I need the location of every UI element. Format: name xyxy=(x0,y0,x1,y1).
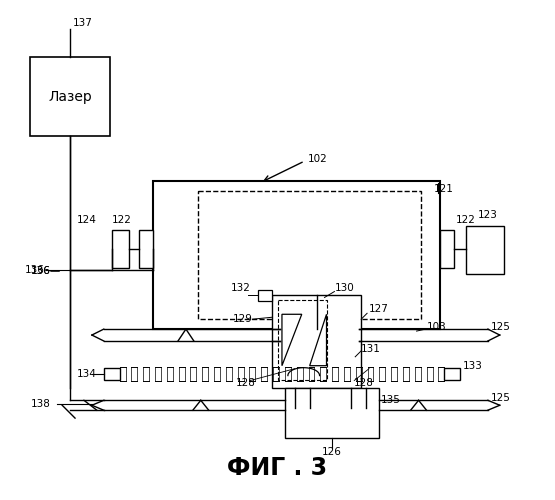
Text: 137: 137 xyxy=(73,18,93,28)
Bar xyxy=(272,294,361,388)
Text: ФИГ . 3: ФИГ . 3 xyxy=(227,456,327,479)
Text: 124: 124 xyxy=(77,216,97,226)
Text: 128: 128 xyxy=(235,378,255,388)
Bar xyxy=(445,368,460,380)
Bar xyxy=(278,300,327,380)
Bar xyxy=(440,230,454,268)
Text: 129: 129 xyxy=(233,314,253,324)
Text: 127: 127 xyxy=(369,304,389,314)
Text: 130: 130 xyxy=(335,282,354,292)
Text: 125: 125 xyxy=(491,394,511,404)
Text: Лазер: Лазер xyxy=(48,90,92,104)
Bar xyxy=(112,230,129,268)
Bar xyxy=(285,388,379,438)
Text: 136—: 136— xyxy=(31,266,60,276)
Bar xyxy=(258,290,272,302)
Bar xyxy=(104,368,119,380)
Bar xyxy=(466,226,504,274)
Text: 133: 133 xyxy=(463,360,483,370)
Bar xyxy=(31,57,110,136)
Text: 136: 136 xyxy=(31,266,51,276)
Text: 134: 134 xyxy=(77,368,97,378)
Text: 136: 136 xyxy=(24,265,44,275)
Text: 102: 102 xyxy=(307,154,327,164)
Text: 138: 138 xyxy=(31,400,51,409)
Text: 131: 131 xyxy=(361,344,381,354)
Text: 135: 135 xyxy=(381,396,401,406)
Bar xyxy=(198,190,421,319)
Text: 103: 103 xyxy=(426,322,446,332)
Text: 128: 128 xyxy=(354,378,374,388)
Text: 122: 122 xyxy=(456,216,476,226)
Text: 125: 125 xyxy=(491,322,511,332)
Text: 121: 121 xyxy=(433,184,453,194)
Text: 123: 123 xyxy=(478,210,498,220)
Text: 126: 126 xyxy=(322,446,342,456)
Text: 122: 122 xyxy=(112,216,132,226)
Text: 132: 132 xyxy=(230,282,250,292)
Bar xyxy=(153,181,440,329)
Bar xyxy=(139,230,153,268)
